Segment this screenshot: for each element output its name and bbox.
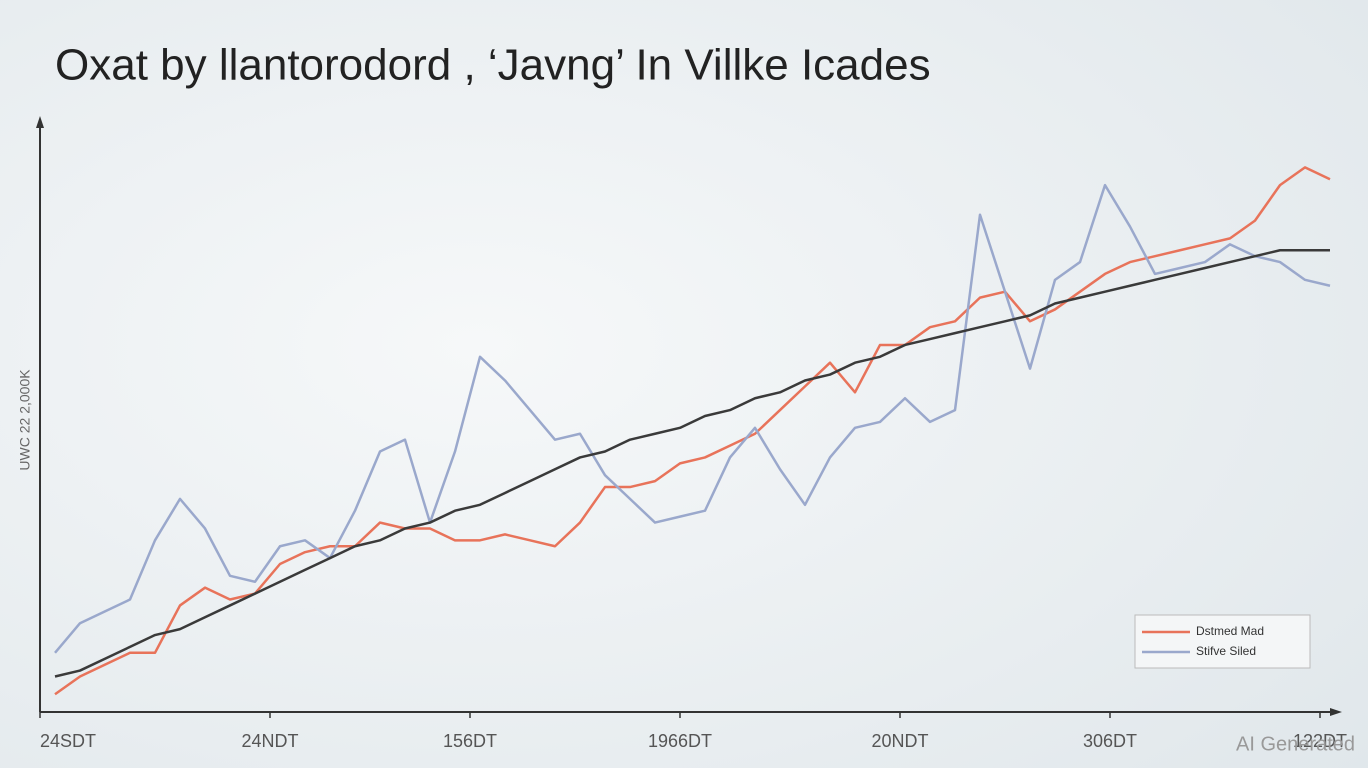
plot-area: 24SDT 24NDT 156DT 1966DT 20NDT 306DT 122DT <box>39 166 1347 751</box>
legend: Dstmed Mad Stifve Siled <box>1142 624 1264 658</box>
x-axis-arrow <box>1330 708 1342 716</box>
chart-title: Oxat by llantorodord , ‘Javng’ In Villke… <box>55 41 931 90</box>
line-series <box>54 166 1331 696</box>
watermark: AI Generated <box>1236 733 1355 755</box>
y-axis-label: UWC 22 2,000K <box>17 369 33 471</box>
x-tick-label: 156DT <box>443 731 497 751</box>
x-tick-label: 20NDT <box>871 731 928 751</box>
x-tick-label: 306DT <box>1083 731 1137 751</box>
x-tick-label: 24NDT <box>241 731 298 751</box>
line-series <box>54 248 1330 678</box>
legend-label: Stifve Siled <box>1196 644 1256 658</box>
legend-label: Dstmed Mad <box>1196 624 1264 638</box>
legend-box <box>1134 614 1311 669</box>
x-tick-label: 122DT <box>1293 731 1347 751</box>
line-series <box>54 183 1331 654</box>
x-tick-label: 24SDT <box>40 731 96 751</box>
x-tick-label: 1966DT <box>648 731 712 751</box>
y-axis-arrow <box>36 116 44 128</box>
